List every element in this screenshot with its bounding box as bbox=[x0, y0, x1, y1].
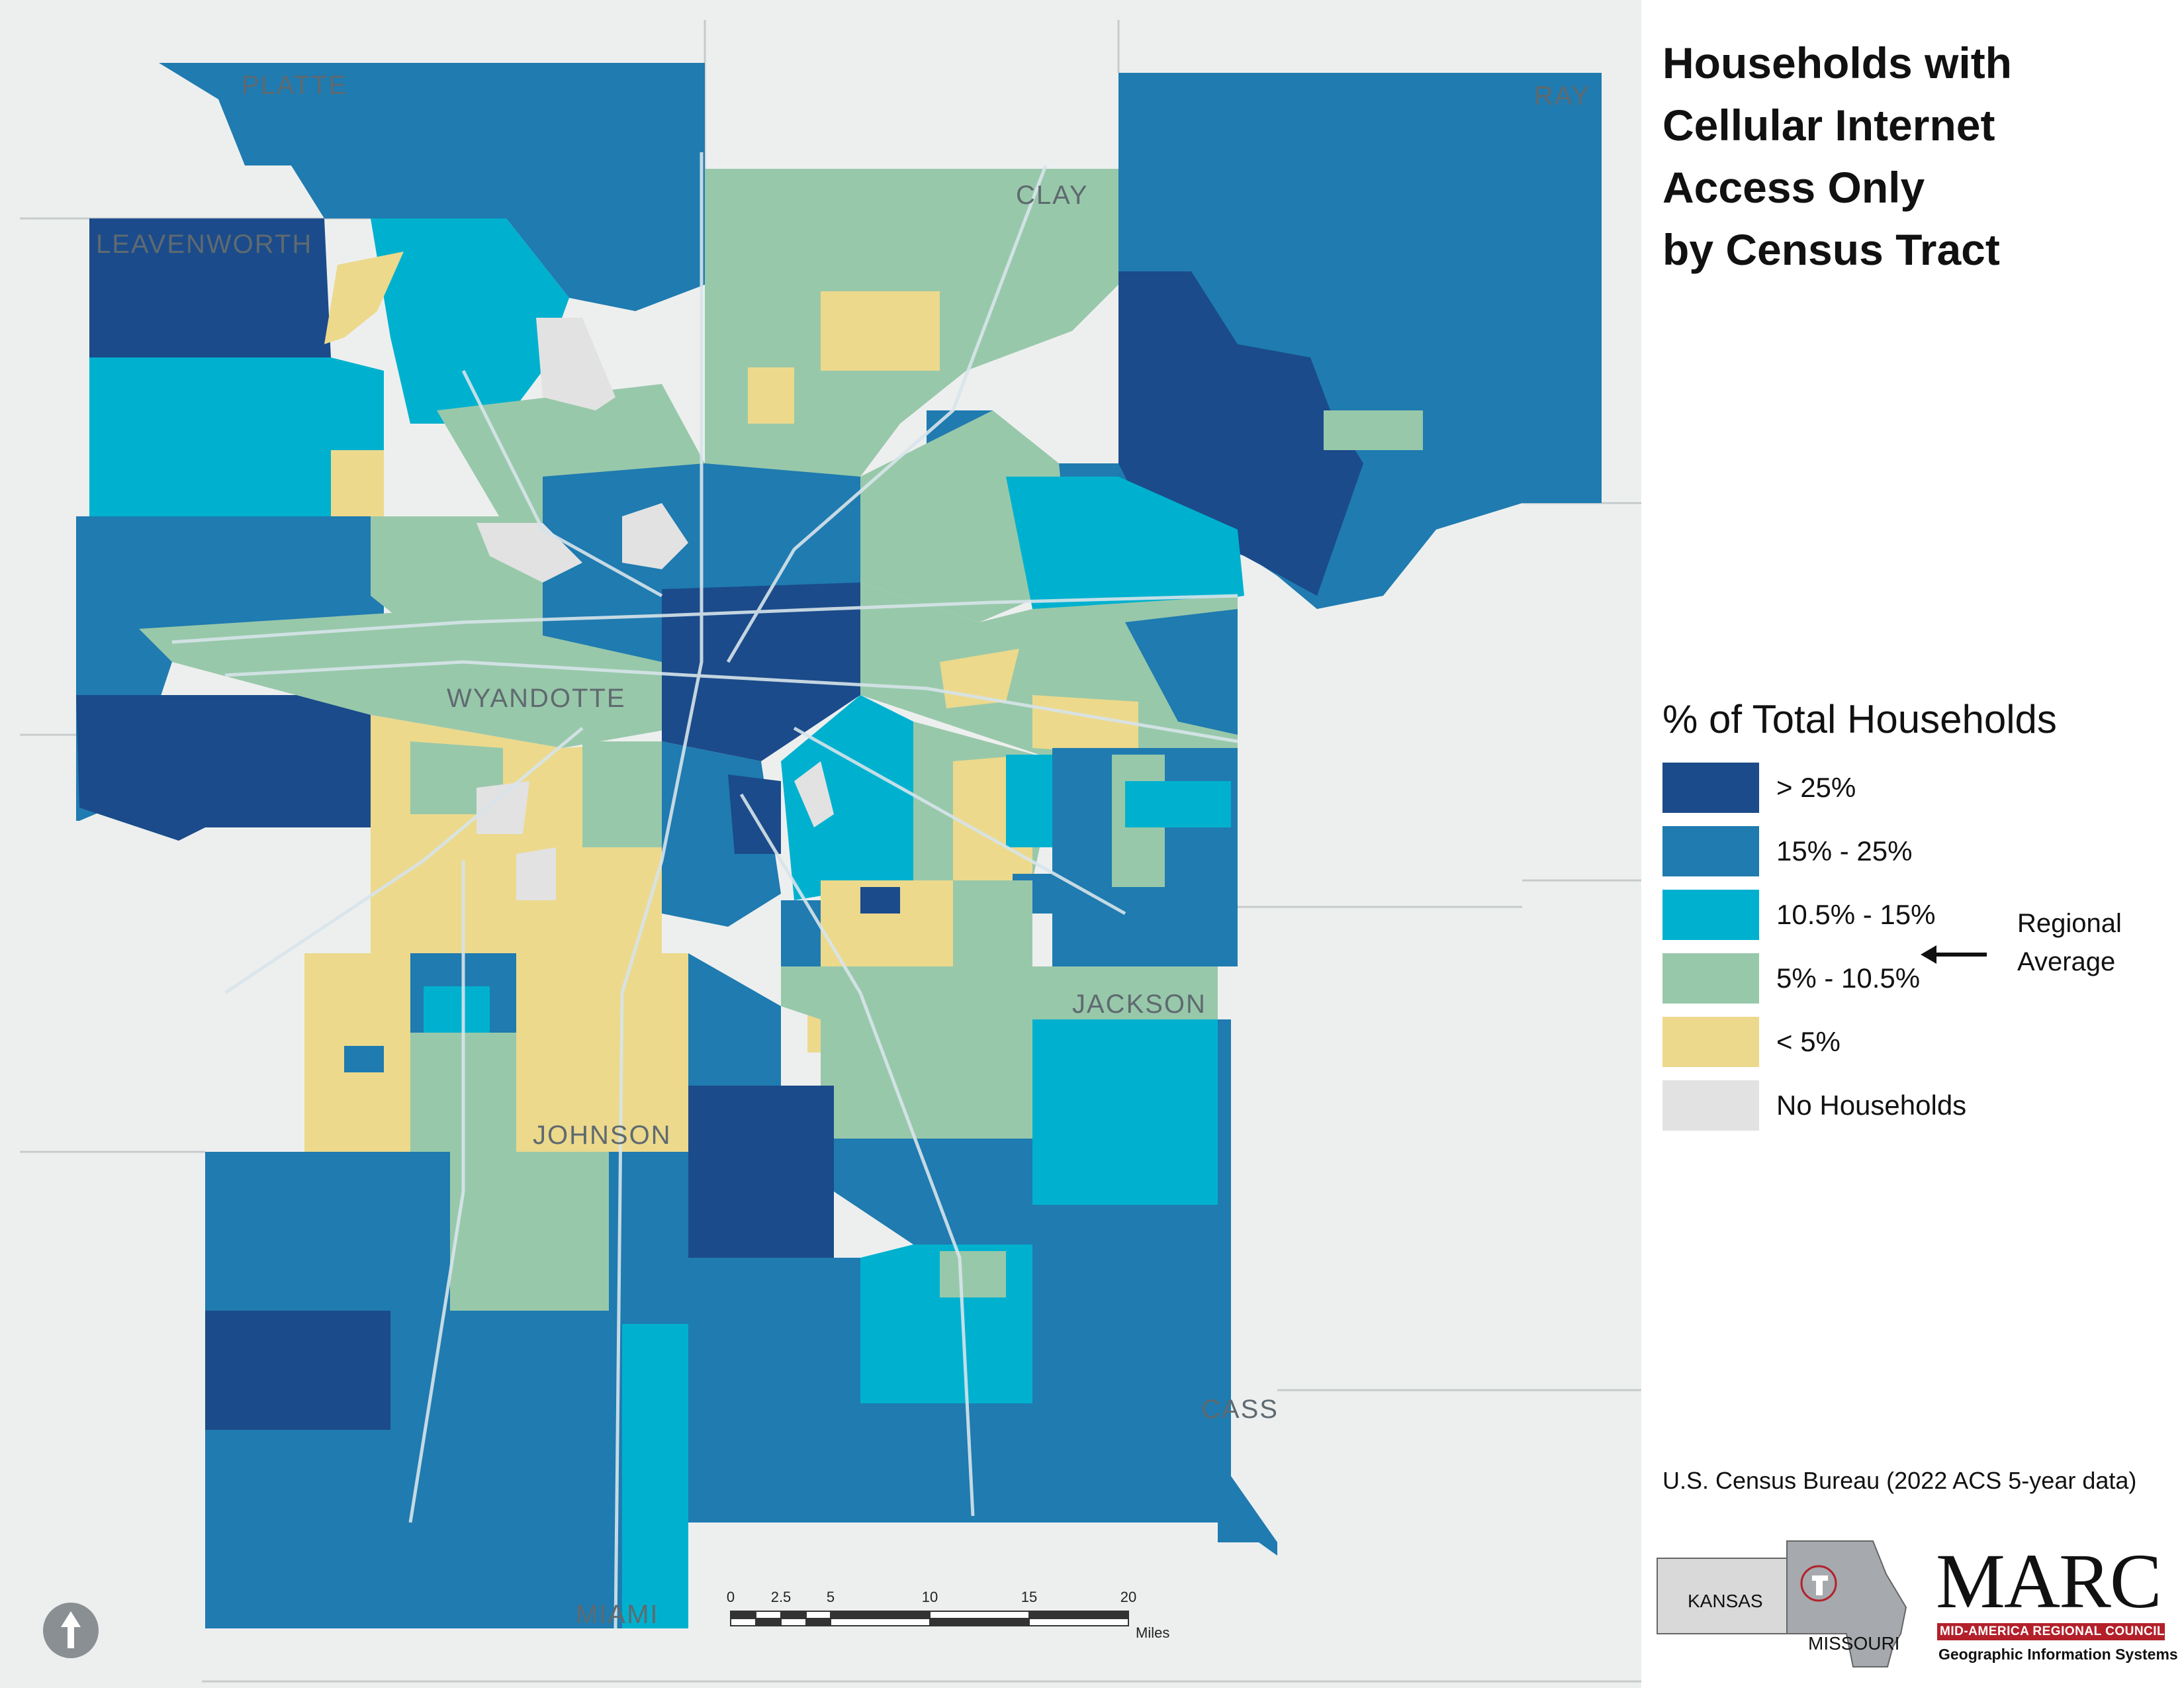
scale-bar: 0 2.5 5 10 15 20 Miles bbox=[721, 1589, 1185, 1648]
title-line-2: Cellular Internet bbox=[1662, 101, 1995, 150]
legend-item-lt-5: < 5% bbox=[1662, 1017, 2126, 1068]
county-label-jackson: JACKSON bbox=[1072, 990, 1206, 1019]
legend-swatch bbox=[1662, 890, 1759, 940]
county-label-clay: CLAY bbox=[1016, 181, 1089, 210]
legend-label: No Households bbox=[1776, 1090, 1967, 1121]
inset-label-kansas: KANSAS bbox=[1688, 1591, 1763, 1611]
locator-inset-map: KANSAS MISSOURI bbox=[1655, 1534, 1913, 1680]
legend-label: 5% - 10.5% bbox=[1776, 962, 1921, 994]
marc-logo-bar bbox=[1937, 1623, 2165, 1640]
legend-label: < 5% bbox=[1776, 1026, 1841, 1057]
legend-label: 15% - 25% bbox=[1776, 835, 1913, 867]
census-tracts bbox=[76, 63, 1602, 1628]
data-source: U.S. Census Bureau (2022 ACS 5-year data… bbox=[1662, 1467, 2137, 1494]
legend-panel: Households with Cellular Internet Access… bbox=[1655, 0, 2184, 1688]
scale-tick-10: 10 bbox=[921, 1589, 938, 1605]
legend-title: % of Total Households bbox=[1662, 697, 2057, 741]
legend-item-5-10-5: 5% - 10.5% bbox=[1662, 953, 2126, 1005]
legend-swatch bbox=[1662, 763, 1759, 813]
county-labels: PLATTE CLAY RAY LEAVENWORTH WYANDOTTE JA… bbox=[96, 71, 1590, 1629]
legend-item-gt-25: > 25% bbox=[1662, 763, 2126, 814]
major-roads bbox=[171, 152, 1238, 1629]
marc-logo-subtitle: MID-AMERICA REGIONAL COUNCIL bbox=[1940, 1624, 2165, 1638]
county-label-leavenworth: LEAVENWORTH bbox=[96, 230, 312, 259]
regional-average-label: Regional Average bbox=[2017, 904, 2122, 981]
legend-swatch bbox=[1662, 953, 1759, 1004]
map-title: Households with Cellular Internet Access… bbox=[1662, 32, 2165, 281]
scale-tick-15: 15 bbox=[1021, 1589, 1038, 1605]
county-label-johnson: JOHNSON bbox=[533, 1121, 672, 1150]
north-arrow-icon bbox=[41, 1601, 101, 1660]
legend-item-10-5-15: 10.5% - 15% bbox=[1662, 890, 2126, 941]
marc-logo: MARC MID-AMERICA REGIONAL COUNCIL Geogra… bbox=[1936, 1538, 2178, 1675]
choropleth-map[interactable]: PLATTE CLAY RAY LEAVENWORTH WYANDOTTE JA… bbox=[0, 0, 1641, 1688]
regional-average-line-2: Average bbox=[2017, 947, 2116, 976]
legend-label: 10.5% - 15% bbox=[1776, 899, 1936, 930]
marc-logo-wordmark: MARC bbox=[1936, 1538, 2162, 1624]
title-line-1: Households with bbox=[1662, 38, 2012, 87]
county-label-ray: RAY bbox=[1534, 81, 1590, 111]
county-label-platte: PLATTE bbox=[242, 71, 347, 100]
county-label-miami: MIAMI bbox=[576, 1600, 659, 1629]
legend-swatch bbox=[1662, 1017, 1759, 1067]
marc-logo-gis: Geographic Information Systems bbox=[1938, 1646, 2178, 1663]
legend-item-15-25: 15% - 25% bbox=[1662, 826, 2126, 878]
scale-tick-20: 20 bbox=[1120, 1589, 1137, 1605]
scale-units: Miles bbox=[1136, 1624, 1170, 1641]
regional-average-arrow-icon bbox=[1921, 945, 1987, 964]
county-label-wyandotte: WYANDOTTE bbox=[447, 684, 626, 713]
regional-average-line-1: Regional bbox=[2017, 909, 2122, 938]
inset-label-missouri: MISSOURI bbox=[1808, 1633, 1899, 1654]
legend-swatch bbox=[1662, 826, 1759, 876]
legend-label: > 25% bbox=[1776, 772, 1856, 803]
scale-tick-0: 0 bbox=[726, 1589, 735, 1605]
scale-tick-5: 5 bbox=[826, 1589, 835, 1605]
county-label-cass: CASS bbox=[1201, 1395, 1279, 1424]
scale-tick-2-5: 2.5 bbox=[770, 1589, 792, 1605]
legend-item-no-households: No Households bbox=[1662, 1080, 2126, 1132]
legend-swatch bbox=[1662, 1080, 1759, 1131]
title-line-3: Access Only bbox=[1662, 163, 1925, 212]
title-line-4: by Census Tract bbox=[1662, 225, 2000, 274]
